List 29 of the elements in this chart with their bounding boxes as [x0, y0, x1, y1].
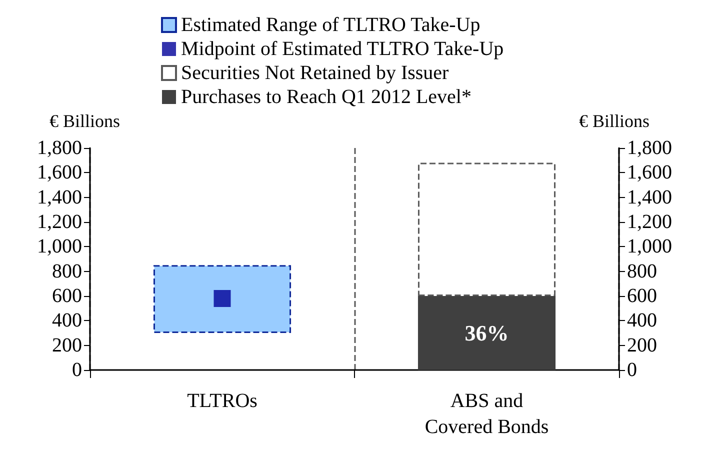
y2-tick-label: 1,600: [627, 162, 672, 184]
y-tick-label: 0: [72, 359, 82, 381]
annotation: 36%: [464, 320, 509, 346]
y2-tick-label: 400: [627, 310, 657, 332]
y-tick-label: 800: [52, 260, 82, 282]
legend-label: Purchases to Reach Q1 2012 Level*: [181, 86, 472, 108]
x-tick-label: ABS and Covered Bonds: [424, 390, 549, 438]
y2-tick-label: 1,200: [627, 211, 672, 233]
y-tick-label: 1,800: [37, 137, 82, 159]
y-tick-label: 1,200: [37, 211, 82, 233]
y-axis-title: € Billions: [49, 111, 120, 131]
y-tick-label: 1,400: [37, 186, 82, 208]
y2-tick-label: 1,800: [627, 137, 672, 159]
y-tick-label: 1,000: [37, 236, 82, 258]
legend-label: Securities Not Retained by Issuer: [181, 62, 450, 84]
legend-label: Midpoint of Estimated TLTRO Take-Up: [181, 38, 504, 60]
y-tick-label: 600: [52, 285, 82, 307]
y-tick-label: 200: [52, 334, 82, 356]
y2-tick-label: 800: [627, 260, 657, 282]
y2-axis-title: € Billions: [579, 111, 650, 131]
y-tick-label: 1,600: [37, 162, 82, 184]
y2-tick-label: 0: [627, 359, 637, 381]
legend-label: Estimated Range of TLTRO Take-Up: [181, 14, 480, 36]
y2-tick-label: 200: [627, 334, 657, 356]
y2-tick-label: 1,400: [627, 186, 672, 208]
x-tick-label: TLTROs: [187, 390, 258, 412]
y2-tick-label: 1,000: [627, 236, 672, 258]
y2-tick-label: 600: [627, 285, 657, 307]
y-tick-label: 400: [52, 310, 82, 332]
